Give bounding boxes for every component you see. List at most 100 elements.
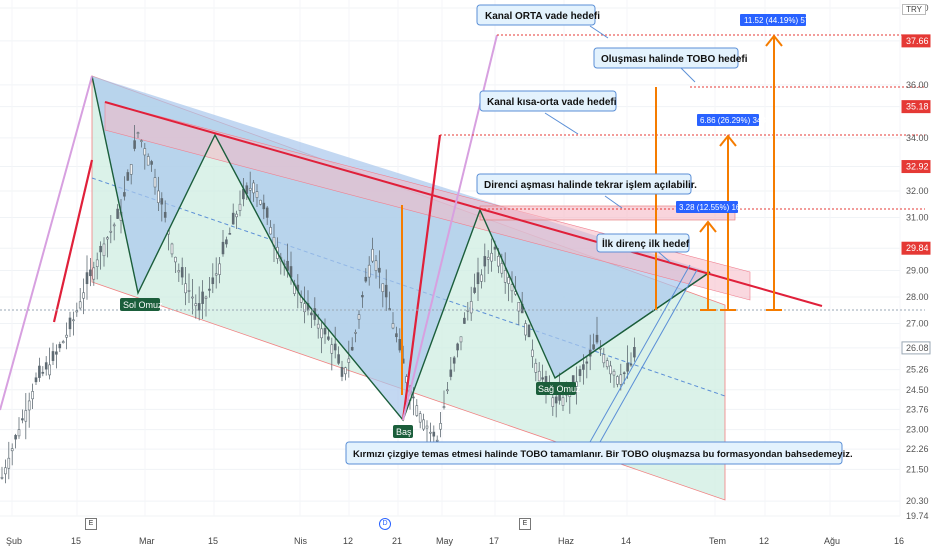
pattern-label-sol-omuz: Sol Omuz bbox=[120, 298, 163, 311]
event-marker-d[interactable]: D bbox=[379, 518, 391, 530]
callout-tobo-tamamlanir[interactable]: Kırmızı çizgiye temas etmesi halinde TOB… bbox=[345, 441, 853, 465]
measure-label-2: 6.86 (26.29%) 343 bbox=[700, 116, 766, 125]
candle-body bbox=[337, 354, 340, 364]
candle-body bbox=[398, 339, 402, 351]
candle-body bbox=[483, 256, 487, 267]
candle-body bbox=[490, 252, 493, 262]
candle-body bbox=[425, 425, 429, 429]
candle-body bbox=[34, 377, 38, 383]
candle-body bbox=[541, 377, 544, 380]
y-tick-label: 36.00 bbox=[906, 80, 929, 90]
candle-body bbox=[633, 347, 636, 358]
candle-body bbox=[429, 431, 432, 434]
candle-body bbox=[347, 358, 351, 363]
x-tick-label: Nis bbox=[294, 536, 307, 546]
candle-body bbox=[537, 370, 541, 382]
candle-body bbox=[187, 290, 191, 292]
callout-tobo-hedefi[interactable]: Oluşması halinde TOBO hedefi bbox=[593, 47, 748, 69]
callout-direnc-asmasi[interactable]: Direnci aşması halinde tekrar işlem açıl… bbox=[476, 173, 697, 195]
price-level-badge bbox=[901, 241, 931, 255]
candle-body bbox=[524, 323, 527, 336]
candle-body bbox=[517, 302, 521, 312]
candle-body bbox=[327, 336, 330, 340]
candle-body bbox=[320, 328, 323, 339]
measure-badge-3 bbox=[740, 14, 806, 26]
orange-measures bbox=[401, 34, 783, 395]
candle-body bbox=[415, 405, 419, 416]
candle-body bbox=[612, 370, 616, 376]
candle-body bbox=[129, 164, 133, 175]
candle-body bbox=[89, 269, 92, 277]
callout-ilk-direnc[interactable]: İlk direnç ilk hedef bbox=[596, 233, 690, 253]
candle-body bbox=[208, 288, 211, 291]
y-tick-label: 29.84 bbox=[906, 243, 929, 253]
candle-body bbox=[17, 429, 21, 437]
candle-body bbox=[476, 272, 480, 285]
candle-body bbox=[599, 347, 602, 350]
candle-body bbox=[126, 172, 130, 181]
candle-body bbox=[191, 296, 194, 299]
candle-body bbox=[497, 256, 500, 267]
candle-body bbox=[95, 259, 99, 267]
x-tick-label: 17 bbox=[489, 536, 499, 546]
event-marker-e1[interactable]: E bbox=[85, 518, 97, 530]
y-tick-label: 35.18 bbox=[906, 102, 929, 112]
candle-body bbox=[510, 284, 514, 292]
candle-body bbox=[55, 351, 58, 355]
callout-kanal-orta[interactable]: Kanal ORTA vade hedefi bbox=[476, 4, 600, 26]
candle-body bbox=[0, 476, 4, 479]
candle-body bbox=[367, 264, 371, 278]
candle-body bbox=[350, 346, 354, 351]
candle-body bbox=[412, 396, 415, 399]
callout-tobo-tamamlanir-text: Kırmızı çizgiye temas etmesi halinde TOB… bbox=[353, 449, 853, 460]
candle-body bbox=[602, 354, 606, 364]
candle-body bbox=[136, 132, 140, 134]
candle-body bbox=[44, 362, 48, 370]
currency-label[interactable]: TRY bbox=[902, 4, 926, 15]
candle-body bbox=[21, 418, 24, 421]
candle-body bbox=[211, 277, 215, 285]
candle-body bbox=[371, 248, 374, 262]
callout-kanal-kisa[interactable]: Kanal kısa-orta vade hedefi bbox=[479, 90, 617, 112]
candle-body bbox=[609, 365, 612, 375]
x-tick-label: May bbox=[436, 536, 454, 546]
candle-body bbox=[140, 140, 143, 142]
candle-body bbox=[527, 324, 531, 338]
candle-body bbox=[7, 457, 11, 469]
candle-body bbox=[626, 362, 629, 372]
candle-body bbox=[418, 413, 422, 423]
time-axis[interactable]: Şub 15 Mar 15 Nis 12 21 May 17 Haz 14 Tem 12 Ağu 16 bbox=[6, 536, 904, 546]
candle-body bbox=[150, 161, 153, 165]
candle-body bbox=[435, 439, 439, 442]
candle-body bbox=[31, 391, 34, 400]
candle-body bbox=[456, 343, 459, 351]
candle-body bbox=[592, 344, 595, 350]
candle-body bbox=[221, 241, 225, 255]
candle-body bbox=[469, 301, 473, 314]
candle-body bbox=[486, 256, 490, 260]
candle-body bbox=[459, 336, 463, 343]
event-marker-e2[interactable]: E bbox=[519, 518, 531, 530]
price-axis[interactable]: 38.9037.6636.0035.1834.0032.9232.0031.00… bbox=[901, 3, 931, 521]
x-tick-label: 16 bbox=[894, 536, 904, 546]
candle-body bbox=[259, 199, 262, 205]
candle-body bbox=[344, 367, 347, 375]
candle-body bbox=[493, 246, 497, 250]
neckline bbox=[554, 271, 711, 379]
candle-body bbox=[68, 317, 72, 330]
candle-body bbox=[180, 267, 184, 278]
candle-body bbox=[357, 314, 361, 320]
candle-body bbox=[354, 332, 357, 334]
y-tick-label: 29.00 bbox=[906, 265, 929, 275]
candle-body bbox=[92, 267, 96, 280]
candle-body bbox=[163, 211, 167, 218]
candle-body bbox=[177, 270, 181, 273]
y-tick-label: 25.26 bbox=[906, 365, 929, 375]
candle-body bbox=[629, 363, 633, 366]
price-level-badge bbox=[901, 341, 931, 355]
candle-body bbox=[72, 319, 75, 322]
candle-body bbox=[228, 233, 232, 235]
y-tick-label: 23.76 bbox=[906, 404, 929, 414]
candle-body bbox=[143, 148, 147, 156]
